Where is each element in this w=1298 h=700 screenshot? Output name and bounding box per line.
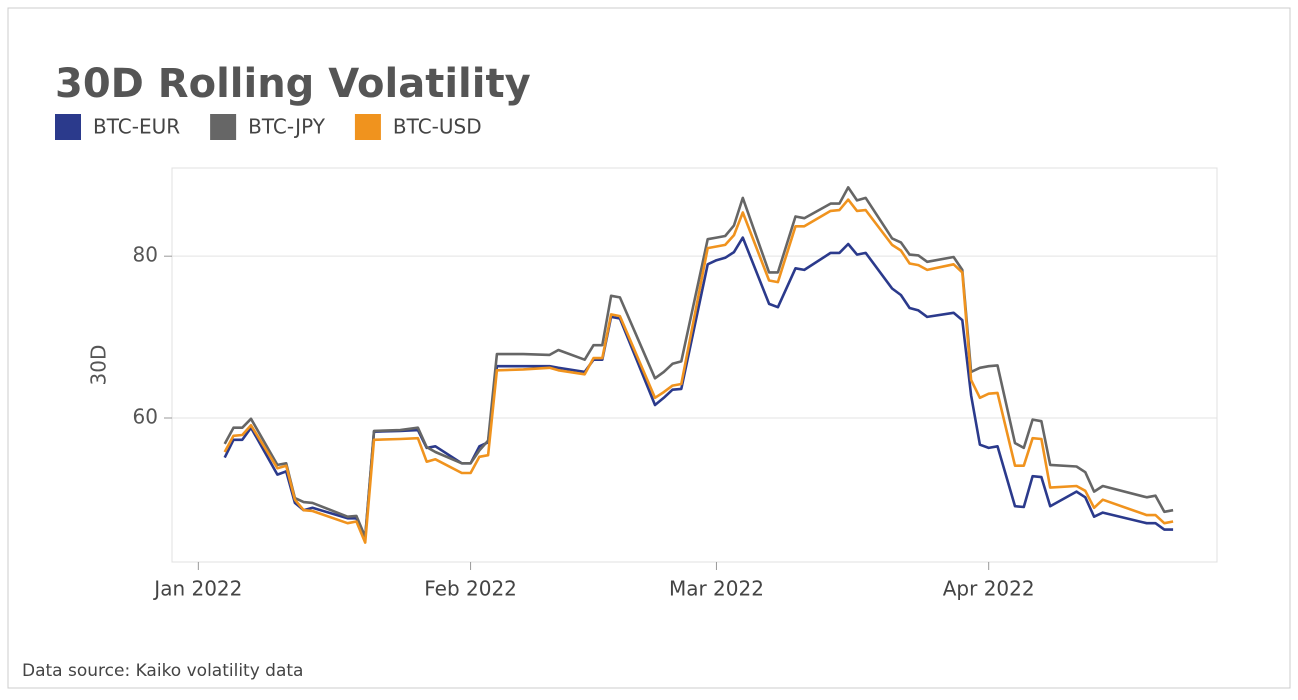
x-tick-label: Mar 2022 (669, 577, 764, 601)
source-note: Data source: Kaiko volatility data (22, 661, 303, 681)
line-series (223, 198, 1174, 544)
legend-swatch (55, 114, 81, 140)
x-tick-label: Apr 2022 (943, 577, 1035, 601)
legend-swatch (354, 114, 381, 140)
legend-label: BTC-EUR (93, 115, 180, 139)
y-axis-label: 30D (87, 345, 111, 386)
y-tick-label: 80 (133, 243, 158, 267)
legend-swatch (210, 114, 237, 140)
plot-area (171, 167, 1218, 563)
x-tick-label: Jan 2022 (152, 577, 242, 601)
chart-title: 30D Rolling Volatility (55, 61, 531, 107)
y-tick-label: 60 (133, 404, 158, 428)
x-tick-label: Feb 2022 (424, 577, 517, 601)
legend-label: BTC-USD (393, 115, 482, 139)
legend-label: BTC-JPY (248, 115, 326, 139)
